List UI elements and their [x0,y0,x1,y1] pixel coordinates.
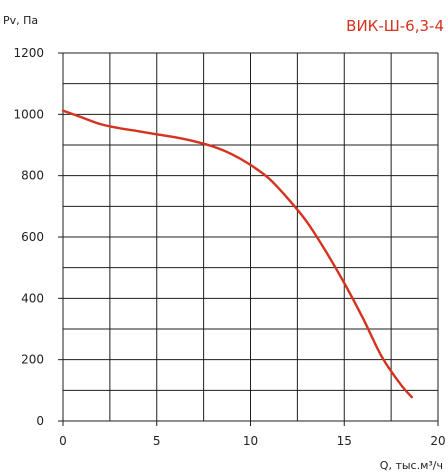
y-tick-label: 200 [21,353,44,367]
tick-labels: 0 200 400 600 800 1000 1200 0 5 10 15 20 [13,46,445,448]
y-tick-label: 1200 [13,46,44,60]
x-tick-label: 10 [243,434,258,448]
chart-title: ВИК-Ш-6,3-4 [346,17,444,35]
y-axis-label: Pv, Па [3,14,38,27]
y-tick-label: 1000 [13,107,44,121]
y-tick-label: 400 [21,291,44,305]
series-line-pressure-curve [61,109,413,399]
x-tick-label: 15 [337,434,352,448]
x-axis-label: Q, тыс.м³/ч [380,459,443,472]
axes [58,52,439,426]
y-tick-label: 800 [21,169,44,183]
y-tick-label: 0 [36,414,44,428]
y-tick-label: 600 [21,230,44,244]
x-tick-label: 20 [430,434,445,448]
x-tick-label: 0 [59,434,67,448]
grid [63,53,438,421]
series-layer [61,109,413,399]
x-tick-label: 5 [153,434,161,448]
